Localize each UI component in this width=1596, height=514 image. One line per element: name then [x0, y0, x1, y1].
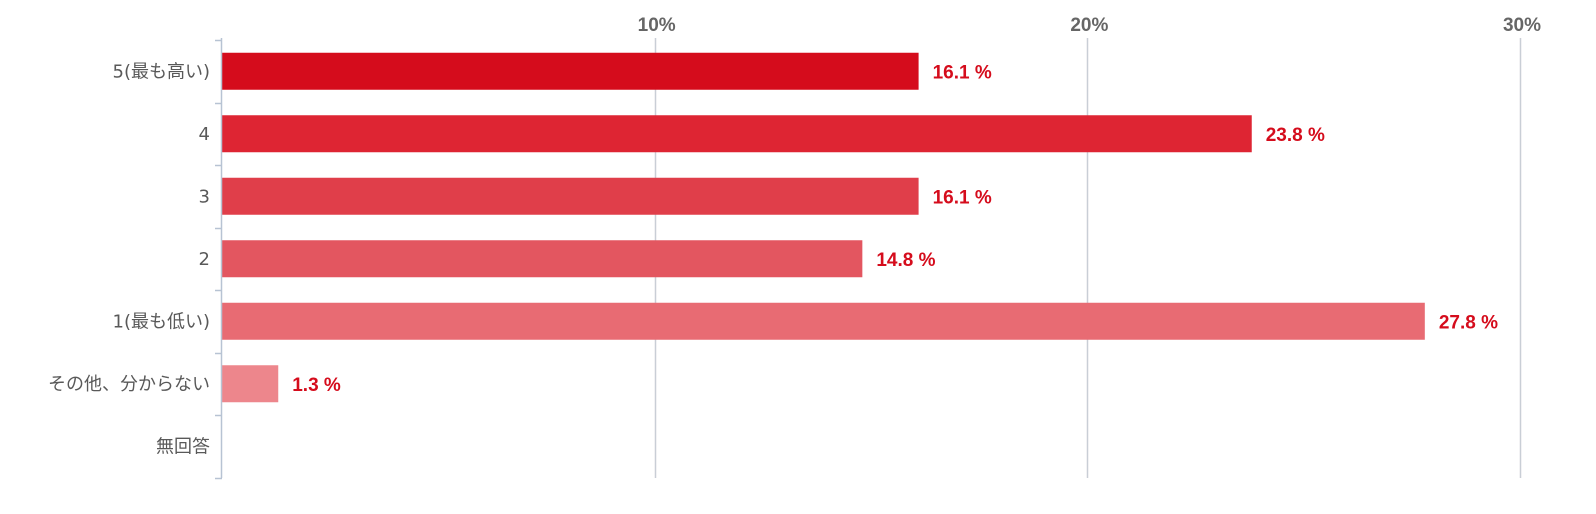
x-tick-label: 10% — [638, 15, 676, 36]
category-label: 3 — [199, 186, 210, 207]
data-label: 1.3 % — [292, 375, 341, 396]
y-axis — [215, 38, 223, 480]
x-tick-label: 30% — [1503, 15, 1541, 36]
category-label: 無回答 — [156, 436, 210, 457]
data-label: 14.8 % — [876, 250, 935, 271]
category-label: 1(最も低い) — [113, 311, 211, 332]
bar — [222, 115, 1252, 153]
data-label: 27.8 % — [1439, 312, 1498, 333]
category-label: 5(最も高い) — [113, 61, 211, 82]
data-label: 16.1 % — [933, 187, 992, 208]
data-label: 16.1 % — [933, 62, 992, 83]
data-label: 23.8 % — [1266, 125, 1325, 146]
data-labels: 16.1 % 23.8 % 16.1 % 14.8 % 27.8 % 1.3 % — [292, 62, 1498, 396]
bar — [222, 177, 919, 215]
bar — [222, 240, 863, 278]
category-label: 4 — [199, 124, 210, 145]
bars — [222, 52, 1425, 403]
bar — [222, 52, 919, 90]
x-tick-label: 20% — [1070, 15, 1108, 36]
x-axis-ticks: 10% 20% 30% — [638, 15, 1541, 36]
bar — [222, 365, 279, 403]
category-label: 2 — [199, 249, 210, 270]
bar — [222, 302, 1425, 340]
category-label: その他、分からない — [48, 374, 210, 395]
